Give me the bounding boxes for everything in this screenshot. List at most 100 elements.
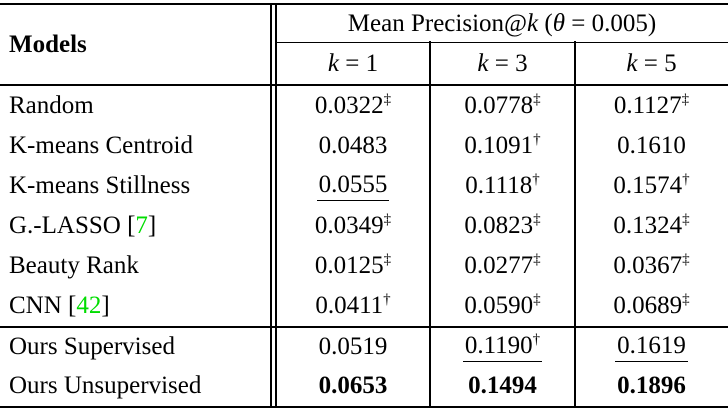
metric-cell: 0.1127‡ (575, 86, 728, 126)
column-header-k1: k = 1 (276, 43, 430, 86)
metric-header-text: Mean Precision@k (θ = 0.005) (347, 9, 657, 37)
significance-marker: ‡ (383, 91, 392, 108)
underlined-value: 0.1190† (462, 331, 543, 363)
citation-link[interactable]: 42 (76, 292, 102, 320)
metric-cell: 0.0823‡ (430, 206, 575, 246)
metric-value: 0.1091 (464, 132, 534, 160)
metric-value: 0.1127 (613, 92, 682, 120)
metric-cell: 0.1091† (430, 126, 575, 166)
metric-value: 0.1619 (617, 331, 686, 359)
model-name: K-means Stillness (9, 172, 191, 200)
underlined-value: 0.0555 (316, 170, 390, 202)
metric-cell: 0.0555 (276, 166, 430, 206)
table-row-kmeans-stillness: K-means Stillness 0.0555 0.1118† 0.1574† (0, 166, 728, 206)
metric-value: 0.0349 (314, 212, 384, 240)
significance-marker: ‡ (682, 211, 690, 228)
citation-link[interactable]: 7 (135, 212, 148, 240)
significance-marker: † (383, 291, 391, 308)
significance-marker: ‡ (681, 91, 690, 108)
model-name: Random (9, 92, 94, 120)
model-name: Ours Supervised (0, 326, 276, 366)
metric-cell: 0.1324‡ (575, 206, 728, 246)
table-row-random: Random 0.0322‡ 0.0778‡ 0.1127‡ (0, 86, 728, 126)
column-rule-k3-k5 (574, 41, 576, 408)
metric-cell: 0.1190† (430, 326, 575, 366)
header-row-group: Models Mean Precision@k (θ = 0.005) (0, 5, 728, 86)
metric-value: 0.0653 (318, 372, 388, 400)
model-name: G.-LASSO [7] (9, 212, 157, 240)
theta-variable: θ (552, 9, 566, 37)
metric-cell: 0.0590‡ (430, 286, 575, 326)
metric-cell: 0.0653 (276, 366, 430, 406)
metric-cell: 0.0483 (276, 126, 430, 166)
metric-cell: 0.0277‡ (430, 246, 575, 286)
metric-value: 0.1494 (468, 372, 537, 400)
metric-value: 0.1896 (617, 372, 686, 400)
metric-value: 0.1118 (465, 172, 533, 200)
metric-value: 0.0411 (315, 292, 384, 320)
metric-cell: 0.0125‡ (276, 246, 430, 286)
k-variable: k (527, 9, 539, 37)
metric-cell: 0.1610 (575, 126, 728, 166)
metric-cell: 0.0778‡ (430, 86, 575, 126)
metric-value: 0.1610 (617, 132, 686, 160)
metric-value: 0.0590 (464, 292, 534, 320)
model-name: K-means Centroid (9, 132, 193, 160)
significance-marker: ‡ (383, 251, 392, 268)
results-table: Models Mean Precision@k (θ = 0.005) k = … (0, 3, 728, 408)
model-name: CNN [42] (9, 292, 110, 320)
significance-marker: ‡ (383, 211, 392, 228)
significance-marker: ‡ (533, 291, 541, 308)
metric-value: 0.0823 (464, 212, 534, 240)
metric-value: 0.0555 (318, 170, 388, 198)
double-rule-left (270, 3, 272, 408)
significance-marker: ‡ (533, 91, 541, 108)
metric-cell: 0.0322‡ (276, 86, 430, 126)
models-column-header: Models (0, 5, 276, 86)
significance-marker: † (682, 171, 690, 188)
metric-value: 0.0483 (318, 132, 388, 160)
model-name: Beauty Rank (9, 252, 139, 280)
metric-cell: 0.1574† (575, 166, 728, 206)
metric-value: 0.1574 (613, 172, 683, 200)
metric-cell: 0.0367‡ (575, 246, 728, 286)
metric-cell: 0.1896 (575, 366, 728, 406)
metric-cell: 0.1619 (575, 326, 728, 366)
double-rule-right (275, 3, 277, 408)
table-row-ours-unsupervised: Ours Unsupervised 0.0653 0.1494 0.1896 (0, 366, 728, 406)
table-row-beauty-rank: Beauty Rank 0.0125‡ 0.0277‡ 0.0367‡ (0, 246, 728, 286)
significance-marker: † (532, 171, 540, 188)
best-value: 0.0653 (319, 372, 388, 399)
metric-cell: 0.1118† (430, 166, 575, 206)
significance-marker: † (532, 331, 541, 348)
model-name: Ours Unsupervised (9, 372, 202, 400)
table-row-kmeans-centroid: K-means Centroid 0.0483 0.1091† 0.1610 (0, 126, 728, 166)
metric-value: 0.0778 (464, 92, 534, 120)
column-header-k5: k = 5 (575, 43, 728, 86)
metric-cell: 0.0689‡ (575, 286, 728, 326)
significance-marker: ‡ (533, 251, 541, 268)
metric-value: 0.0367 (613, 252, 683, 280)
table-row-ours-supervised: Ours Supervised 0.0519 0.1190† 0.1619 (0, 326, 728, 366)
underlined-value: 0.1619 (615, 331, 688, 363)
best-value: 0.1494 (468, 372, 537, 399)
column-rule-k1-k3 (429, 41, 431, 408)
metric-value: 0.1324 (613, 212, 683, 240)
table-row-cnn: CNN [42] 0.0411† 0.0590‡ 0.0689‡ (0, 286, 728, 326)
metric-value: 0.0322 (314, 92, 384, 120)
best-value: 0.1896 (617, 372, 686, 399)
metric-value: 0.0277 (464, 252, 534, 280)
significance-marker: ‡ (533, 211, 541, 228)
metric-cell: 0.1494 (430, 366, 575, 406)
table-row-glasso: G.-LASSO [7] 0.0349‡ 0.0823‡ 0.1324‡ (0, 206, 728, 246)
header-row-k: k = 1 k = 3 k = 5 (0, 43, 728, 86)
metric-value: 0.0519 (318, 333, 388, 361)
metric-group-header: Mean Precision@k (θ = 0.005) (276, 5, 728, 43)
significance-marker: ‡ (682, 251, 690, 268)
metric-value: 0.0689 (613, 292, 683, 320)
significance-marker: † (533, 131, 541, 148)
metric-value: 0.1190 (464, 331, 533, 359)
significance-marker: ‡ (682, 291, 690, 308)
metric-value: 0.0125 (314, 252, 384, 280)
